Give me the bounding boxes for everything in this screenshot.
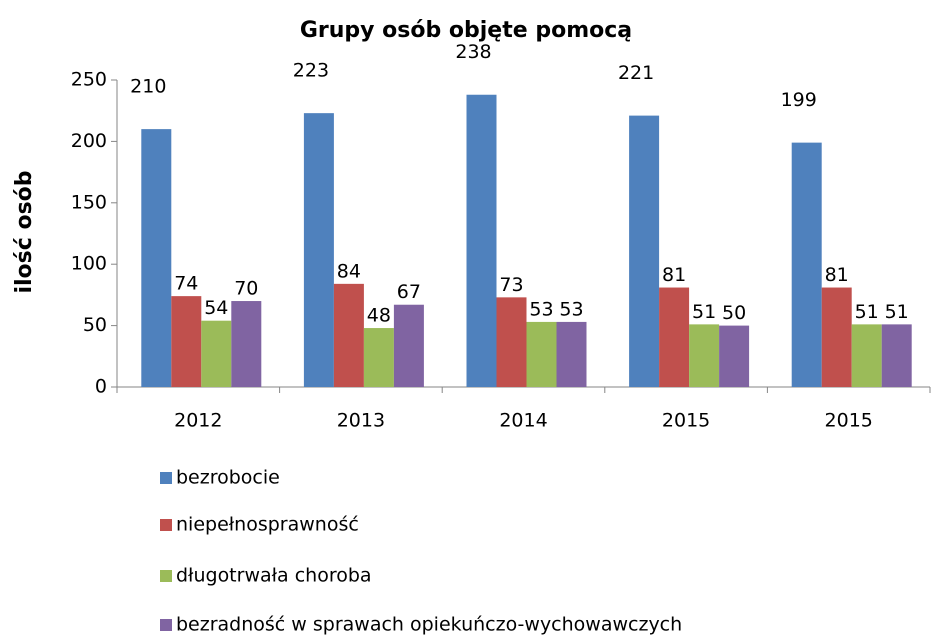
data-label: 81 (662, 264, 686, 286)
y-tick-label: 0 (95, 376, 107, 398)
data-label: 81 (825, 264, 849, 286)
legend-swatch (160, 519, 172, 531)
bar (393, 304, 424, 387)
data-label: 238 (455, 41, 491, 63)
data-label: 221 (618, 62, 654, 84)
x-tick-label: 2014 (499, 410, 547, 432)
bar (821, 287, 852, 387)
data-label: 199 (781, 89, 817, 111)
bar (556, 321, 587, 387)
x-tick-label: 2015 (662, 410, 710, 432)
bar (303, 113, 334, 387)
y-tick-label: 200 (71, 130, 107, 152)
bar (363, 328, 394, 387)
data-label: 73 (499, 274, 523, 296)
y-axis-title: ilość osób (12, 170, 37, 293)
y-tick-label: 150 (71, 191, 107, 213)
y-tick-label: 250 (71, 69, 107, 91)
data-label: 74 (174, 273, 198, 295)
bar (526, 321, 557, 387)
data-label: 51 (885, 301, 909, 323)
data-label: 51 (855, 301, 879, 323)
data-label: 223 (293, 60, 329, 82)
legend-swatch (160, 472, 172, 484)
data-label: 210 (130, 76, 166, 98)
bar (201, 320, 232, 387)
data-label: 48 (367, 305, 391, 327)
x-tick-label: 2015 (825, 410, 873, 432)
bar (881, 324, 912, 387)
legend-label: niepełnosprawność (176, 514, 359, 536)
legend-label: bezrobocie (176, 467, 280, 489)
legend-label: długotrwała choroba (176, 565, 372, 587)
legend-swatch (160, 570, 172, 582)
bar (791, 142, 822, 387)
bar (629, 115, 660, 387)
bar (171, 296, 202, 387)
data-label: 70 (234, 278, 258, 300)
legend-swatch (160, 619, 172, 631)
bar (689, 324, 720, 387)
data-label: 67 (397, 281, 421, 303)
data-label: 51 (692, 301, 716, 323)
bar (466, 94, 497, 388)
data-label: 54 (204, 297, 228, 319)
data-label: 84 (337, 260, 361, 282)
bar (851, 324, 882, 387)
bar (496, 297, 527, 387)
legend-label: bezradność w sprawach opiekuńczo-wychowa… (176, 614, 682, 635)
bar (141, 129, 172, 387)
bar (231, 301, 262, 387)
data-label: 50 (722, 302, 746, 324)
y-tick-label: 100 (71, 253, 107, 275)
bar (659, 287, 690, 387)
y-tick-label: 50 (83, 314, 107, 336)
data-label: 53 (529, 298, 553, 320)
bar (719, 325, 750, 387)
data-label: 53 (559, 298, 583, 320)
x-tick-label: 2013 (337, 410, 385, 432)
x-tick-label: 2012 (174, 410, 222, 432)
bar (333, 283, 364, 387)
chart-title: Grupy osób objęte pomocą (300, 18, 632, 43)
